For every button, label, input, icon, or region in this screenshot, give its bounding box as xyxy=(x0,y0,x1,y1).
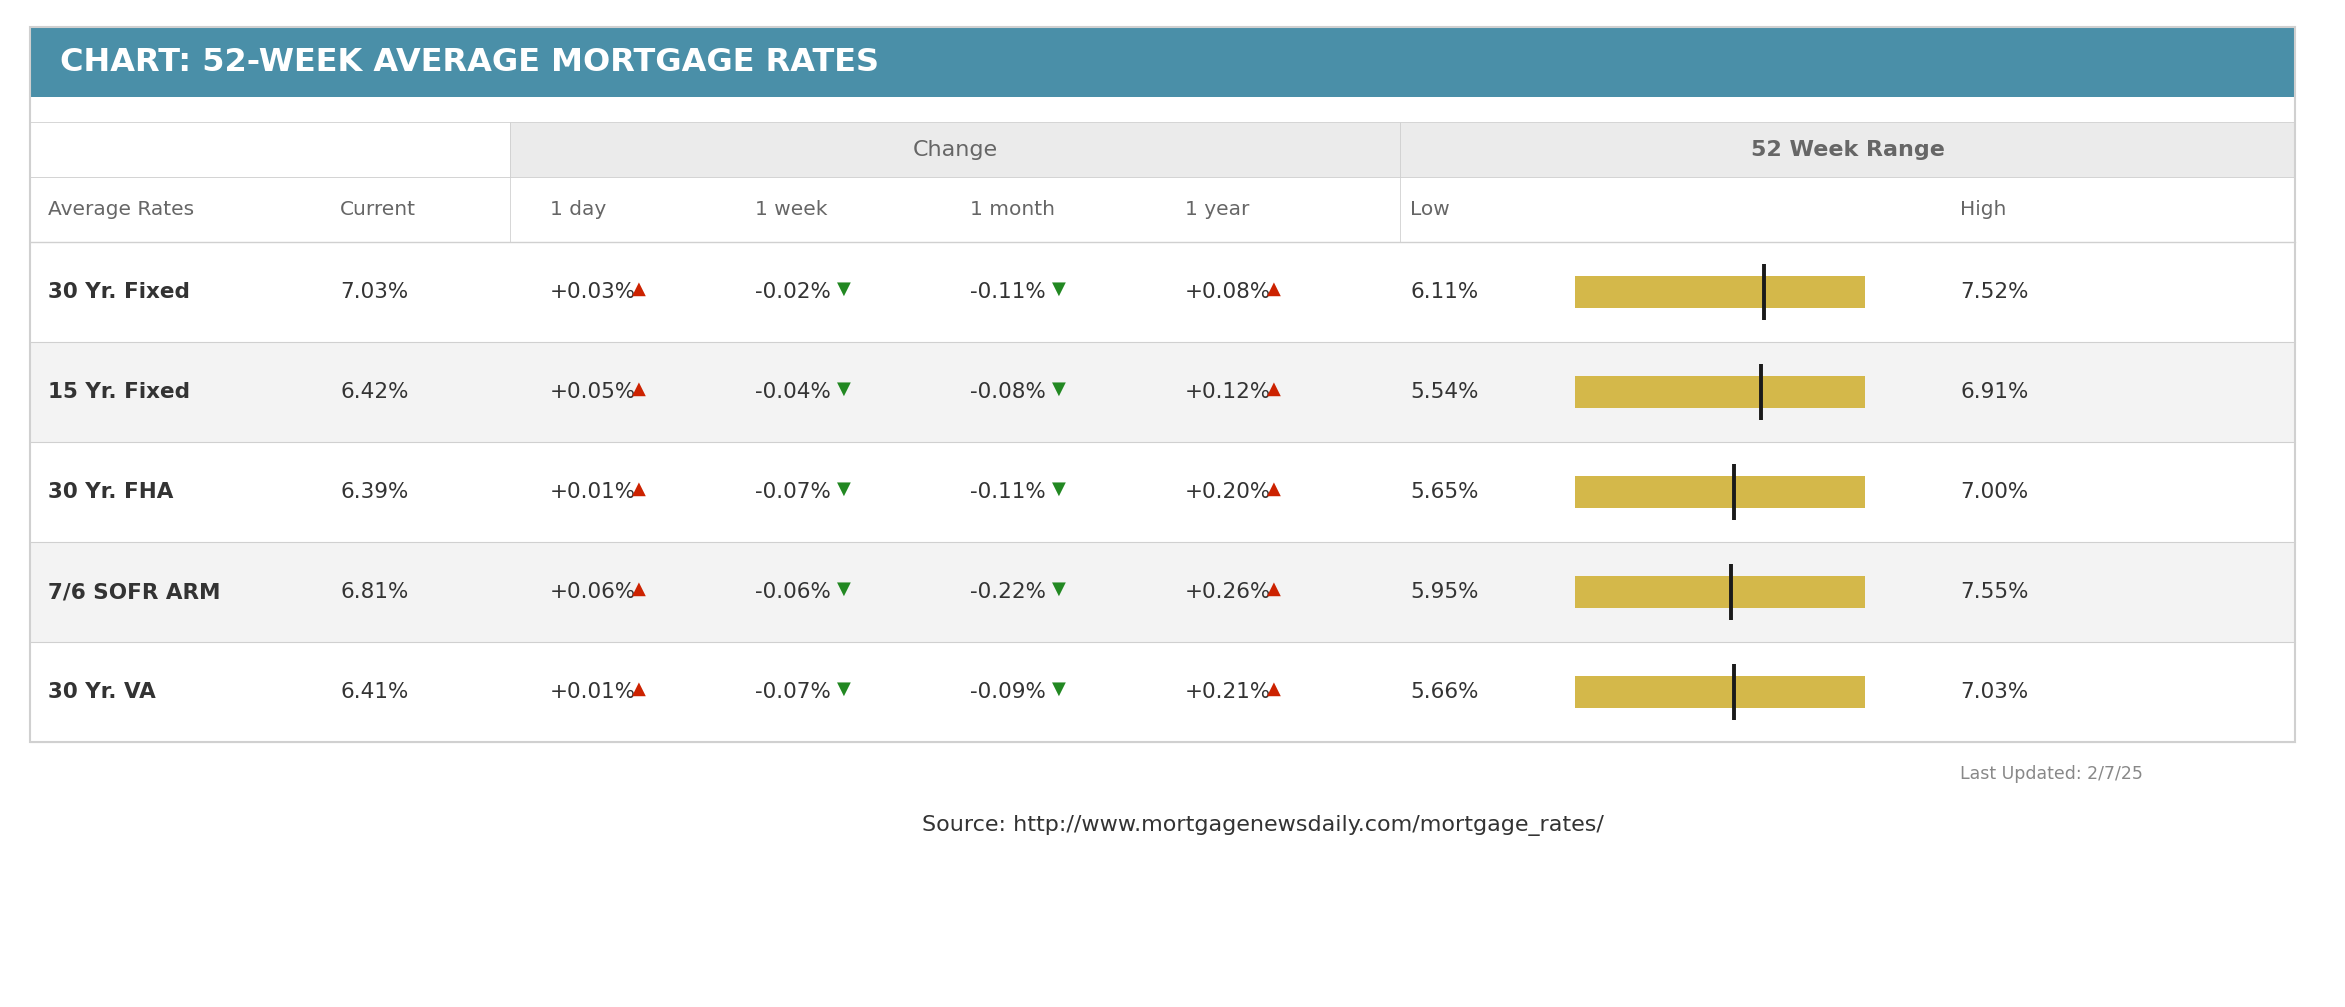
Text: 1 year: 1 year xyxy=(1184,200,1250,219)
Bar xyxy=(1576,376,1864,408)
Text: ▼: ▼ xyxy=(1053,580,1065,598)
Bar xyxy=(30,642,2296,742)
Text: 6.39%: 6.39% xyxy=(340,482,408,502)
Text: ▲: ▲ xyxy=(1266,580,1280,598)
Text: 6.42%: 6.42% xyxy=(340,382,408,402)
Text: ▼: ▼ xyxy=(1053,480,1065,498)
Text: Current: Current xyxy=(340,200,415,219)
Text: 7.55%: 7.55% xyxy=(1960,582,2028,602)
Text: Average Rates: Average Rates xyxy=(47,200,195,219)
Bar xyxy=(1400,122,2296,177)
Text: 30 Yr. FHA: 30 Yr. FHA xyxy=(47,482,174,502)
Bar xyxy=(1576,676,1864,708)
Text: 1 month: 1 month xyxy=(971,200,1055,219)
Text: +0.03%: +0.03% xyxy=(551,282,635,302)
Text: 30 Yr. Fixed: 30 Yr. Fixed xyxy=(47,282,190,302)
Text: -0.06%: -0.06% xyxy=(755,582,830,602)
Text: ▲: ▲ xyxy=(631,580,645,598)
Text: ▼: ▼ xyxy=(837,580,851,598)
Text: 7/6 SOFR ARM: 7/6 SOFR ARM xyxy=(47,582,220,602)
Bar xyxy=(30,27,2296,97)
Text: 5.54%: 5.54% xyxy=(1409,382,1477,402)
Text: +0.05%: +0.05% xyxy=(551,382,635,402)
Text: ▼: ▼ xyxy=(1053,680,1065,698)
Text: -0.22%: -0.22% xyxy=(971,582,1046,602)
Text: ▲: ▲ xyxy=(1266,480,1280,498)
Text: ▲: ▲ xyxy=(631,480,645,498)
Text: 7.52%: 7.52% xyxy=(1960,282,2028,302)
Text: +0.06%: +0.06% xyxy=(551,582,635,602)
Text: 6.11%: 6.11% xyxy=(1409,282,1477,302)
Text: ▲: ▲ xyxy=(631,280,645,298)
Text: CHART: 52-WEEK AVERAGE MORTGAGE RATES: CHART: 52-WEEK AVERAGE MORTGAGE RATES xyxy=(61,46,879,78)
Text: -0.09%: -0.09% xyxy=(971,682,1046,702)
Text: 1 week: 1 week xyxy=(755,200,828,219)
Text: ▲: ▲ xyxy=(631,680,645,698)
Text: -0.02%: -0.02% xyxy=(755,282,830,302)
Text: High: High xyxy=(1960,200,2007,219)
Text: +0.20%: +0.20% xyxy=(1184,482,1271,502)
Text: 5.66%: 5.66% xyxy=(1409,682,1477,702)
Text: +0.26%: +0.26% xyxy=(1184,582,1271,602)
Bar xyxy=(1576,576,1864,608)
Text: ▲: ▲ xyxy=(1266,280,1280,298)
Bar xyxy=(30,242,2296,342)
Text: 7.00%: 7.00% xyxy=(1960,482,2028,502)
Text: 6.91%: 6.91% xyxy=(1960,382,2028,402)
Text: ▼: ▼ xyxy=(837,280,851,298)
Bar xyxy=(1576,276,1864,308)
Text: -0.07%: -0.07% xyxy=(755,682,830,702)
Text: Last Updated: 2/7/25: Last Updated: 2/7/25 xyxy=(1960,765,2143,783)
Text: +0.08%: +0.08% xyxy=(1184,282,1271,302)
Text: ▼: ▼ xyxy=(837,680,851,698)
Text: ▲: ▲ xyxy=(631,380,645,398)
Text: ▲: ▲ xyxy=(1266,680,1280,698)
Text: -0.04%: -0.04% xyxy=(755,382,830,402)
Text: +0.01%: +0.01% xyxy=(551,682,635,702)
Text: -0.11%: -0.11% xyxy=(971,282,1046,302)
Text: 5.95%: 5.95% xyxy=(1409,582,1477,602)
Text: 6.81%: 6.81% xyxy=(340,582,408,602)
Text: 30 Yr. VA: 30 Yr. VA xyxy=(47,682,155,702)
Text: 7.03%: 7.03% xyxy=(1960,682,2028,702)
Text: ▼: ▼ xyxy=(1053,280,1065,298)
Bar xyxy=(509,122,1400,177)
Text: ▼: ▼ xyxy=(837,480,851,498)
Text: ▼: ▼ xyxy=(1053,380,1065,398)
Text: 6.41%: 6.41% xyxy=(340,682,408,702)
Text: 7.03%: 7.03% xyxy=(340,282,408,302)
Text: 15 Yr. Fixed: 15 Yr. Fixed xyxy=(47,382,190,402)
Bar xyxy=(30,542,2296,642)
Text: +0.01%: +0.01% xyxy=(551,482,635,502)
Bar xyxy=(1576,476,1864,508)
Bar xyxy=(30,177,2296,242)
Text: 5.65%: 5.65% xyxy=(1409,482,1477,502)
Text: -0.07%: -0.07% xyxy=(755,482,830,502)
Text: 1 day: 1 day xyxy=(551,200,607,219)
Bar xyxy=(30,122,509,177)
Text: +0.12%: +0.12% xyxy=(1184,382,1271,402)
Text: -0.08%: -0.08% xyxy=(971,382,1046,402)
Text: Change: Change xyxy=(912,140,997,159)
Text: -0.11%: -0.11% xyxy=(971,482,1046,502)
Text: Source: http://www.mortgagenewsdaily.com/mortgage_rates/: Source: http://www.mortgagenewsdaily.com… xyxy=(922,816,1604,837)
Bar xyxy=(30,442,2296,542)
Bar xyxy=(30,342,2296,442)
Text: 52 Week Range: 52 Week Range xyxy=(1752,140,1944,159)
Text: ▲: ▲ xyxy=(1266,380,1280,398)
Text: Low: Low xyxy=(1409,200,1449,219)
Bar xyxy=(30,27,2296,742)
Text: ▼: ▼ xyxy=(837,380,851,398)
Text: +0.21%: +0.21% xyxy=(1184,682,1271,702)
